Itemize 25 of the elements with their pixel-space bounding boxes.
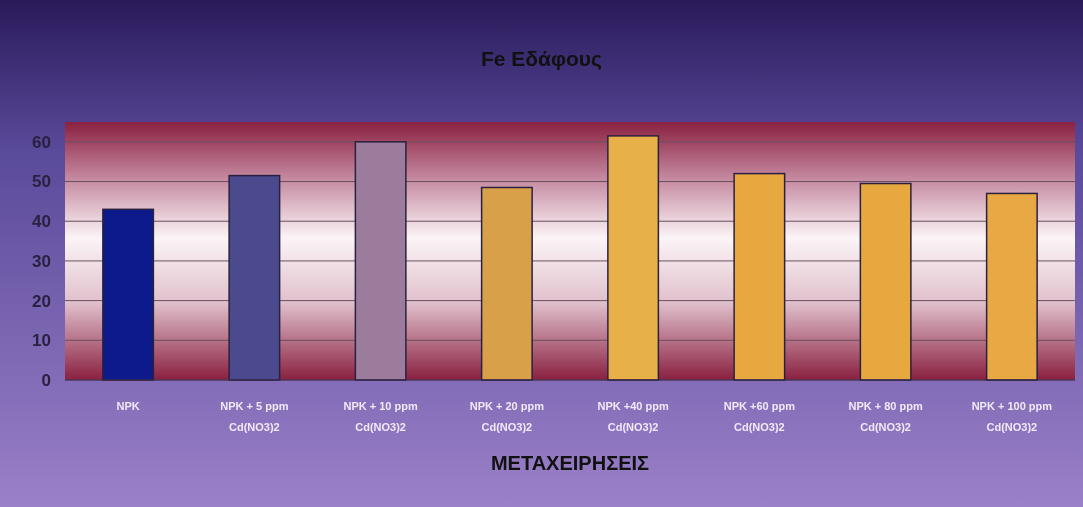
x-axis-title: ΜΕΤΑΧΕΙΡΗΣΕΙΣ — [490, 452, 650, 474]
y-tick-label: 60 — [32, 132, 51, 152]
chart-title: Fe Εδάφους — [481, 47, 603, 71]
bar — [859, 182, 912, 381]
bar — [228, 174, 281, 381]
x-tick-label: NPK + 100 ppm Cd(NO3)2 — [971, 400, 1053, 433]
bar — [607, 135, 660, 381]
bar — [102, 208, 155, 381]
y-tick-label: 0 — [41, 370, 51, 390]
x-tick-label: NPK +40 ppm Cd(NO3)2 — [597, 400, 669, 433]
bar — [733, 172, 786, 381]
x-tick-label: NPK +60 ppm Cd(NO3)2 — [723, 400, 796, 433]
y-tick-label: 40 — [32, 212, 51, 232]
y-tick-label: 20 — [32, 291, 51, 311]
x-tick-label: NPK + 20 ppm Cd(NO3)2 — [469, 400, 545, 433]
x-tick-label: NPK + 10 ppm Cd(NO3)2 — [343, 400, 418, 433]
y-tick-label: 30 — [32, 251, 51, 271]
bar — [354, 141, 407, 381]
x-tick-label: NPK + 5 ppm Cd(NO3)2 — [220, 400, 289, 433]
bar — [985, 192, 1038, 381]
x-tick-label: NPK + 80 ppm Cd(NO3)2 — [848, 400, 923, 433]
bar — [480, 186, 533, 381]
x-tick-label: NPK — [116, 400, 140, 412]
y-tick-label: 50 — [32, 172, 51, 192]
y-tick-label: 10 — [32, 331, 51, 351]
